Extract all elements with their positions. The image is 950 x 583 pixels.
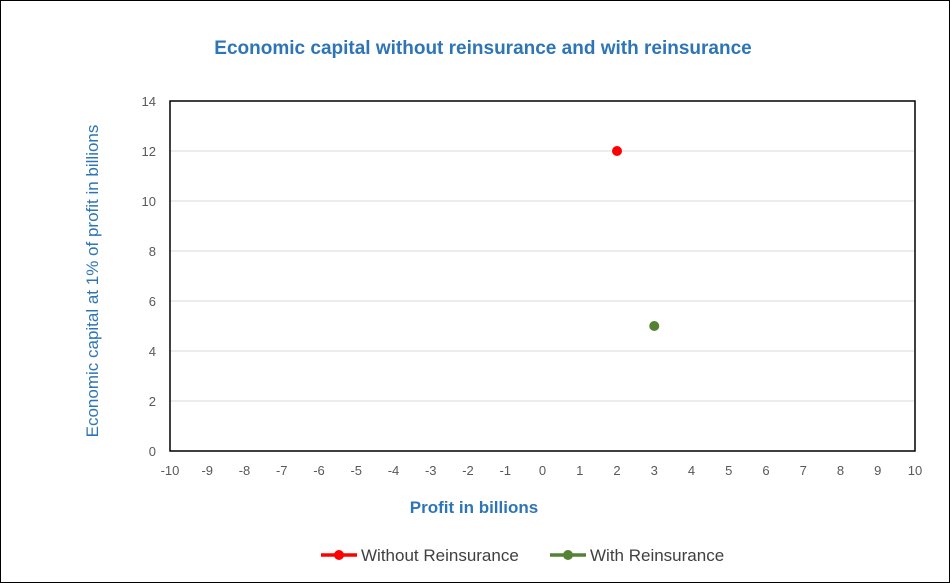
x-tick-label: 7 <box>800 463 807 478</box>
x-tick-label: 0 <box>539 463 546 478</box>
data-points <box>612 146 660 331</box>
x-axis-title: Profit in billions <box>410 498 538 517</box>
y-tick-label: 10 <box>142 194 156 209</box>
y-tick-label: 2 <box>149 394 156 409</box>
x-tick-label: 3 <box>651 463 658 478</box>
x-tick-label: 10 <box>908 463 922 478</box>
plot-area <box>169 100 916 452</box>
gridlines <box>170 150 915 402</box>
legend: Without Reinsurance With Reinsurance <box>321 546 724 565</box>
y-tick-label: 4 <box>149 344 156 359</box>
x-tick-label: -5 <box>350 463 362 478</box>
data-point <box>612 146 622 156</box>
y-axis-title: Economic capital at 1% of profit in bill… <box>83 125 102 438</box>
x-tick-label: 4 <box>688 463 695 478</box>
y-axis-ticks: 0 2 4 6 8 10 12 14 <box>142 94 156 459</box>
legend-marker <box>563 550 573 560</box>
x-tick-label: -9 <box>201 463 213 478</box>
legend-marker <box>334 550 344 560</box>
x-tick-label: 2 <box>613 463 620 478</box>
x-tick-label: -3 <box>425 463 437 478</box>
y-tick-label: 12 <box>142 144 156 159</box>
x-tick-label: -6 <box>313 463 325 478</box>
data-point <box>649 321 660 331</box>
x-tick-label: 9 <box>874 463 881 478</box>
legend-label: Without Reinsurance <box>361 546 519 565</box>
x-tick-label: -10 <box>161 463 180 478</box>
x-tick-label: -2 <box>462 463 474 478</box>
x-tick-label: -1 <box>499 463 511 478</box>
legend-item: Without Reinsurance <box>321 546 519 565</box>
y-tick-label: 6 <box>149 294 156 309</box>
y-tick-label: 0 <box>149 444 156 459</box>
x-tick-label: 6 <box>762 463 769 478</box>
x-tick-label: 1 <box>576 463 583 478</box>
legend-item: With Reinsurance <box>550 546 724 565</box>
y-tick-label: 8 <box>149 244 156 259</box>
x-tick-label: -4 <box>388 463 400 478</box>
x-tick-label: -7 <box>276 463 288 478</box>
legend-label: With Reinsurance <box>590 546 724 565</box>
x-tick-label: 8 <box>837 463 844 478</box>
x-tick-label: -8 <box>239 463 251 478</box>
x-tick-label: 5 <box>725 463 732 478</box>
x-axis-ticks: -10 -9 -8 -7 -6 -5 -4 -3 -2 -1 0 1 2 3 4 5 6 7 8 9 10 <box>161 463 923 478</box>
chart-title: Economic capital without reinsurance and… <box>214 38 751 59</box>
y-tick-label: 14 <box>142 94 156 109</box>
